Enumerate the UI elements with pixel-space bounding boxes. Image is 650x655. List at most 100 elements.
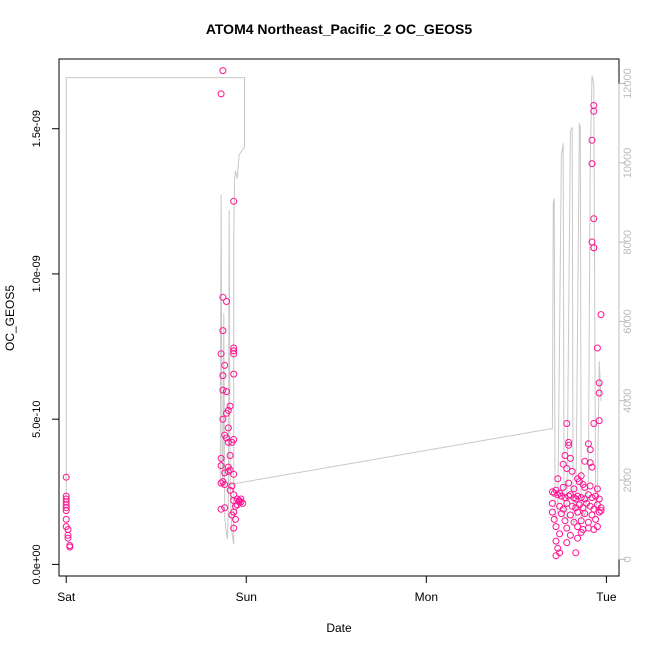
data-point: [230, 370, 238, 378]
data-point: [548, 508, 556, 516]
data-point: [586, 482, 594, 490]
data-point: [577, 517, 585, 525]
data-point: [593, 523, 601, 531]
data-point: [548, 499, 556, 507]
data-point: [224, 438, 232, 446]
data-point: [552, 523, 560, 531]
data-point: [574, 523, 582, 531]
x-axis-label: Date: [326, 621, 352, 635]
data-point: [62, 515, 70, 523]
data-point: [230, 470, 238, 478]
data-point: [593, 485, 601, 493]
data-point: [597, 504, 605, 512]
data-point: [230, 347, 238, 355]
data-point: [563, 465, 571, 472]
data-point: [561, 452, 569, 459]
data-point: [586, 446, 594, 454]
data-point: [572, 549, 580, 557]
data-point: [64, 531, 72, 539]
data-point: [563, 499, 571, 507]
data-point: [230, 350, 238, 358]
data-point: [595, 389, 603, 397]
data-point: [588, 463, 596, 471]
data-point: [563, 539, 571, 547]
data-point: [584, 518, 592, 526]
data-point: [226, 402, 234, 410]
data-point: [217, 462, 225, 470]
data-point: [568, 467, 576, 475]
y-right-tick-label: 8000: [622, 230, 634, 254]
data-point: [226, 466, 234, 474]
data-point: [554, 475, 562, 483]
data-point: [568, 502, 576, 510]
y-tick-label: 1.0e-09: [31, 255, 43, 292]
data-point: [66, 543, 74, 551]
y-axis-left: 0.0e+00 5.0e-10 1.0e-09 1.5e-09: [31, 110, 60, 584]
data-point: [62, 507, 70, 515]
data-point: [590, 215, 598, 223]
chart-title: ATOM4 Northeast_Pacific_2 OC_GEOS5: [206, 21, 473, 37]
data-point: [219, 415, 227, 423]
data-point: [226, 452, 234, 459]
data-point: [570, 518, 578, 526]
data-point: [593, 344, 601, 352]
data-point: [237, 495, 245, 503]
data-point: [556, 530, 564, 538]
data-point: [552, 552, 560, 560]
data-point: [223, 298, 230, 305]
data-point: [595, 417, 603, 425]
data-point: [563, 420, 571, 427]
altitude-line-layer: [65, 75, 602, 545]
data-point: [563, 524, 571, 532]
x-tick-label: Sun: [236, 590, 257, 604]
data-point: [559, 460, 567, 468]
plot-frame: [58, 58, 620, 577]
data-point: [550, 489, 558, 497]
data-point: [221, 504, 229, 512]
data-point: [574, 534, 582, 542]
data-point: [586, 459, 594, 467]
data-point: [217, 350, 225, 358]
data-point: [574, 492, 582, 500]
data-point: [588, 494, 596, 502]
data-point: [223, 409, 230, 417]
data-point: [590, 420, 598, 427]
data-point: [217, 90, 225, 98]
data-point: [62, 504, 70, 512]
y-right-tick-label: 4000: [622, 389, 634, 413]
data-point: [219, 386, 227, 394]
y-right-tick-label: 0: [622, 556, 634, 562]
x-tick-label: Tue: [596, 590, 617, 604]
y-right-tick-label: 10000: [622, 148, 634, 179]
data-point: [566, 454, 574, 462]
data-point: [595, 379, 603, 387]
data-points-layer: [62, 67, 605, 560]
data-point: [577, 528, 585, 536]
y-right-tick-label: 12000: [622, 68, 634, 99]
data-point: [230, 524, 238, 532]
x-axis: Sat Sun Mon Tue: [57, 575, 617, 604]
data-point: [588, 160, 596, 168]
data-point: [597, 507, 605, 515]
data-point: [588, 511, 596, 519]
data-point: [557, 510, 565, 518]
data-point: [557, 492, 565, 500]
data-point: [224, 424, 232, 432]
data-point: [597, 311, 605, 319]
y-tick-label: 5.0e-10: [31, 401, 43, 438]
data-point: [219, 293, 227, 301]
y-tick-label: 1.5e-09: [31, 110, 43, 147]
data-point: [217, 505, 225, 513]
data-point: [581, 495, 589, 503]
data-point: [221, 469, 229, 477]
data-point: [565, 441, 573, 449]
data-point: [223, 388, 230, 396]
data-point: [559, 505, 567, 513]
data-point: [554, 491, 562, 499]
data-point: [561, 517, 569, 525]
data-point: [223, 434, 230, 442]
data-point: [219, 67, 227, 75]
y-right-tick-label: 2000: [622, 468, 634, 492]
